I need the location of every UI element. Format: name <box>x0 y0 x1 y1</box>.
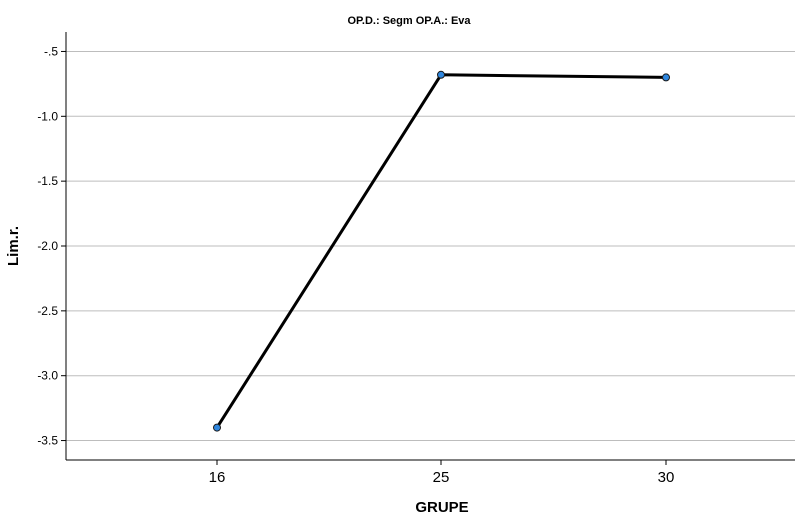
y-tick-label: -2.0 <box>37 239 58 253</box>
y-tick-label: -2.5 <box>37 304 58 318</box>
x-tick-label: 16 <box>209 469 226 486</box>
series-line <box>215 73 667 429</box>
data-point <box>437 70 445 79</box>
data-point <box>662 73 670 82</box>
x-axis-title: GRUPE <box>415 499 468 515</box>
x-tick-label: 25 <box>433 469 450 486</box>
y-axis-title: Lim.r. <box>5 226 22 266</box>
y-tick-labels: -.5 -1.0 -1.5 -2.0 -2.5 -3.0 -3.5 <box>37 44 66 448</box>
y-tick-label: -1.0 <box>37 109 58 123</box>
y-tick-label: -3.0 <box>37 369 58 383</box>
x-tick-labels: 16 25 30 <box>209 460 675 486</box>
x-tick-label: 30 <box>658 469 675 486</box>
data-point <box>213 423 221 432</box>
y-gridlines <box>66 50 795 442</box>
y-tick-label: -1.5 <box>37 174 58 188</box>
chart-title: OP.D.: Segm OP.A.: Eva <box>347 15 471 27</box>
y-tick-label: -3.5 <box>37 434 58 448</box>
y-tick-label: -.5 <box>44 44 58 58</box>
series <box>213 70 670 432</box>
